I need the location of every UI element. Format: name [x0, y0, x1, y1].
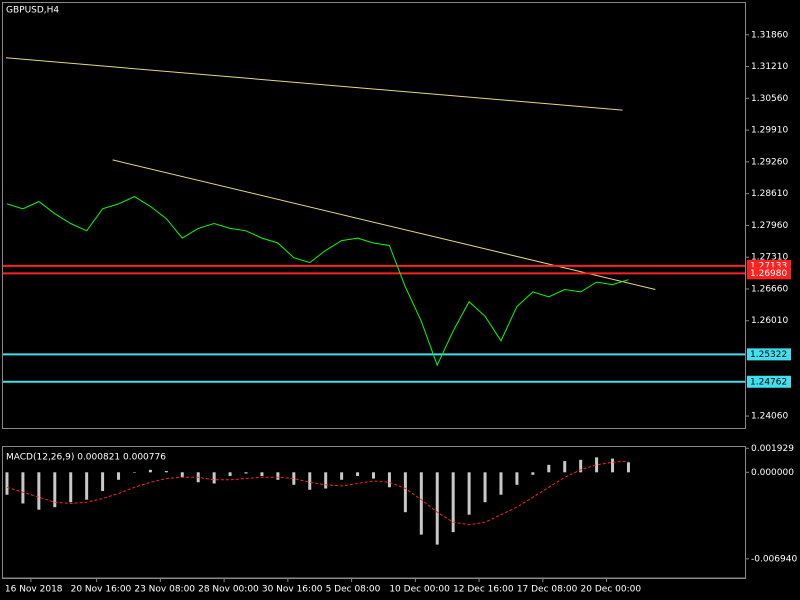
x-tick-label: 20 Dec 00:00: [581, 585, 642, 595]
histogram-bar: [356, 472, 360, 477]
histogram-bar: [595, 457, 599, 473]
histogram-bar: [276, 472, 280, 480]
histogram-bar: [324, 472, 328, 489]
y-tick-label: 1.31860: [751, 30, 788, 40]
x-tick-label: 12 Dec 16:00: [453, 585, 514, 595]
y-tick-label: 1.27960: [751, 221, 788, 231]
histogram-bar: [387, 472, 391, 488]
chart-title: GBPUSD,H4: [6, 6, 59, 16]
histogram-bar: [451, 472, 455, 533]
y-tick-label: 1.27310: [751, 253, 788, 263]
histogram-bar: [626, 462, 630, 473]
histogram-bar: [467, 472, 471, 515]
histogram-bar: [547, 464, 551, 473]
y-tick-label: 1.24060: [751, 412, 788, 422]
histogram-bar: [148, 469, 152, 473]
x-tick-label: 20 Nov 16:00: [71, 585, 132, 595]
histogram-bar: [212, 472, 216, 484]
level-label: 1.24762: [750, 377, 787, 387]
histogram-bar: [244, 472, 248, 474]
histogram-bar: [579, 459, 583, 473]
histogram-bar: [308, 472, 312, 490]
histogram-bar: [164, 471, 168, 473]
histogram-bar: [69, 472, 73, 503]
histogram-bar: [611, 458, 615, 473]
level-label: 1.25322: [750, 350, 787, 360]
level-label: 1.26980: [750, 269, 787, 279]
level-label-box: [747, 267, 791, 280]
histogram-bar: [180, 472, 184, 478]
y-tick-label: 1.28610: [751, 189, 788, 199]
y-tick-label: 0.000000: [751, 468, 794, 478]
x-tick-label: 17 Dec 08:00: [517, 585, 578, 595]
histogram-bar: [403, 472, 407, 513]
histogram-bar: [228, 472, 232, 477]
level-label-box: [747, 348, 791, 361]
price-panel-frame: [2, 2, 746, 429]
level-label: 1.27133: [750, 261, 787, 271]
y-tick-label: 1.26660: [751, 284, 788, 294]
y-tick-label: 1.30560: [751, 94, 788, 104]
histogram-bar: [85, 472, 89, 500]
y-tick-label: 1.29260: [751, 157, 788, 167]
x-tick-label: 5 Dec 08:00: [326, 585, 381, 595]
y-tick-label: 1.26010: [751, 316, 788, 326]
y-tick-label: -0.006940: [751, 554, 797, 564]
histogram-bar: [531, 472, 535, 475]
histogram-bar: [132, 472, 136, 473]
y-tick-label: 1.29910: [751, 126, 788, 136]
x-tick-label: 30 Nov 16:00: [262, 585, 323, 595]
histogram-bar: [340, 472, 344, 480]
x-tick-label: 10 Dec 00:00: [389, 585, 450, 595]
x-tick-label: 16 Nov 2018: [5, 585, 63, 595]
trendline: [112, 159, 656, 290]
level-label-box: [747, 375, 791, 388]
histogram-bar: [260, 472, 264, 477]
histogram-bar: [37, 472, 41, 510]
histogram-bar: [563, 461, 567, 473]
y-tick-label: 1.31210: [751, 62, 788, 72]
histogram-bar: [21, 472, 25, 504]
histogram-bar: [435, 472, 439, 545]
x-tick-label: 28 Nov 00:00: [198, 585, 259, 595]
histogram-bar: [117, 472, 121, 480]
signal-line: [6, 460, 629, 526]
histogram-bar: [5, 472, 9, 495]
x-tick-label: 23 Nov 08:00: [134, 585, 195, 595]
y-tick-label: 0.001929: [751, 444, 794, 454]
macd-title: MACD(12,26,9) 0.000821 0.000776: [6, 453, 166, 463]
histogram-bar: [483, 472, 487, 503]
histogram-bar: [515, 472, 519, 485]
histogram-bar: [499, 472, 503, 495]
histogram-bar: [53, 472, 57, 508]
histogram-bar: [101, 472, 105, 491]
histogram-bar: [419, 472, 423, 535]
price-line: [6, 196, 629, 367]
histogram-bar: [292, 472, 296, 485]
trendline: [5, 57, 623, 111]
histogram-bar: [372, 472, 376, 479]
